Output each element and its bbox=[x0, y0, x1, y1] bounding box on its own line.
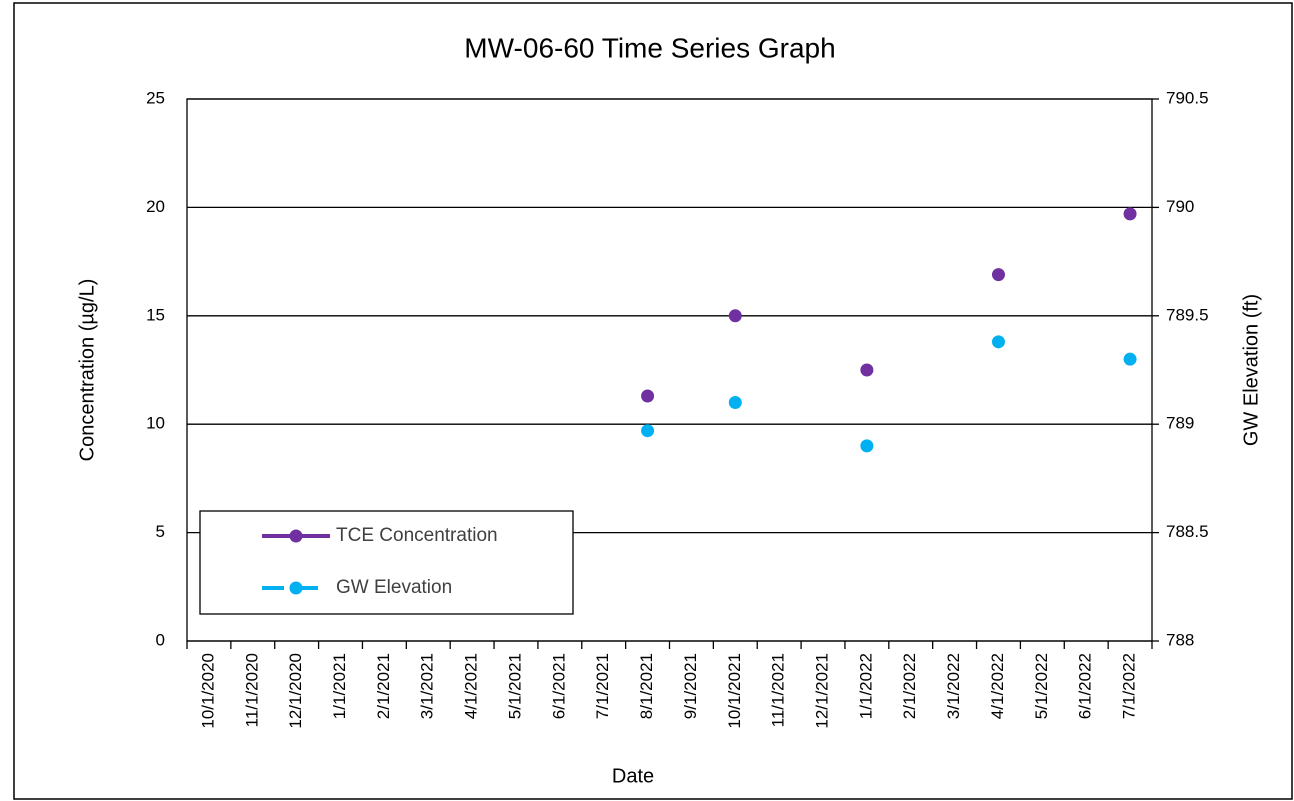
y-tick-label: 25 bbox=[146, 88, 165, 107]
x-tick-label: 10/1/2021 bbox=[725, 653, 744, 729]
series-point bbox=[1123, 352, 1137, 366]
x-tick-label: 1/1/2022 bbox=[856, 653, 875, 719]
legend-label: TCE Concentration bbox=[336, 525, 498, 546]
x-tick-label: 7/1/2022 bbox=[1120, 653, 1139, 719]
series-point bbox=[728, 309, 742, 323]
x-tick-label: 5/1/2021 bbox=[505, 653, 524, 719]
series-point bbox=[991, 268, 1005, 282]
y2-tick-label: 790 bbox=[1166, 197, 1194, 216]
x-tick-label: 6/1/2021 bbox=[549, 653, 568, 719]
y-tick-label: 0 bbox=[156, 630, 165, 649]
y2-tick-label: 788.5 bbox=[1166, 522, 1209, 541]
legend-marker bbox=[289, 581, 303, 595]
x-tick-label: 7/1/2021 bbox=[593, 653, 612, 719]
y-tick-label: 20 bbox=[146, 197, 165, 216]
x-tick-label: 2/1/2021 bbox=[374, 653, 393, 719]
series-point bbox=[728, 396, 742, 410]
x-tick-label: 4/1/2022 bbox=[988, 653, 1007, 719]
x-tick-label: 8/1/2021 bbox=[637, 653, 656, 719]
x-tick-label: 6/1/2022 bbox=[1076, 653, 1095, 719]
x-tick-label: 11/1/2021 bbox=[769, 653, 788, 727]
series-point bbox=[641, 389, 655, 403]
y2-tick-label: 789.5 bbox=[1166, 305, 1209, 324]
series-point bbox=[1123, 207, 1137, 221]
series-point bbox=[860, 363, 874, 377]
y2-axis-title: GW Elevation (ft) bbox=[1240, 294, 1262, 446]
x-tick-label: 2/1/2022 bbox=[900, 653, 919, 719]
x-tick-label: 5/1/2022 bbox=[1032, 653, 1051, 719]
x-tick-label: 3/1/2021 bbox=[418, 653, 437, 719]
series-point bbox=[991, 335, 1005, 349]
x-tick-label: 12/1/2021 bbox=[813, 653, 832, 729]
x-tick-label: 10/1/2020 bbox=[198, 653, 217, 729]
y-tick-label: 15 bbox=[146, 305, 165, 324]
x-tick-label: 4/1/2021 bbox=[462, 653, 481, 719]
chart-border bbox=[13, 2, 1293, 800]
y2-tick-label: 790.5 bbox=[1166, 88, 1209, 107]
legend-label: GW Elevation bbox=[336, 577, 452, 598]
series-point bbox=[641, 424, 655, 438]
x-tick-label: 12/1/2020 bbox=[286, 653, 305, 729]
x-axis-title: Date bbox=[612, 765, 654, 787]
x-tick-label: 9/1/2021 bbox=[681, 653, 700, 719]
x-tick-label: 11/1/2020 bbox=[242, 653, 261, 727]
chart-title: MW-06-60 Time Series Graph bbox=[464, 32, 835, 63]
y-tick-label: 5 bbox=[156, 522, 165, 541]
x-tick-label: 1/1/2021 bbox=[330, 653, 349, 719]
y-axis-title: Concentration (µg/L) bbox=[76, 279, 98, 462]
y-tick-label: 10 bbox=[146, 414, 165, 433]
y2-tick-label: 789 bbox=[1166, 414, 1194, 433]
legend-box bbox=[199, 510, 574, 615]
y2-tick-label: 788 bbox=[1166, 630, 1194, 649]
x-tick-label: 3/1/2022 bbox=[944, 653, 963, 719]
legend-marker bbox=[289, 529, 303, 543]
series-point bbox=[860, 439, 874, 453]
